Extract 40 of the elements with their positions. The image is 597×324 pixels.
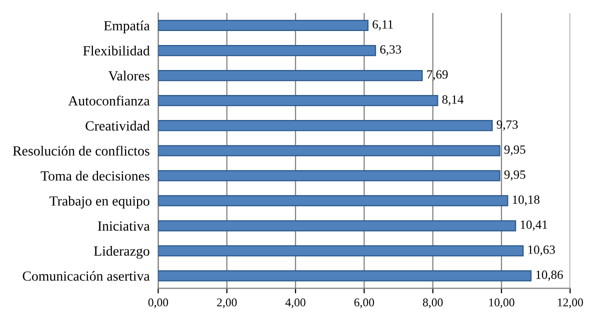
y-tick-label: Toma de decisiones — [40, 170, 150, 181]
data-label: 6,11 — [372, 20, 393, 30]
data-label: 10,63 — [528, 246, 555, 256]
y-tick-label: Resolución de conflictos — [12, 146, 150, 156]
y-tick-label: Trabajo en equipo — [50, 196, 150, 209]
bar — [158, 245, 524, 256]
y-tick-label: Creatividad — [86, 120, 150, 131]
y-tick-label: Valores — [108, 70, 150, 81]
x-tick-label: 12,00 — [558, 298, 583, 308]
y-tick-label: Comunicación asertiva — [22, 271, 150, 281]
x-tick-label: 6,00 — [354, 298, 374, 308]
data-label: 9,95 — [504, 145, 526, 156]
bar — [158, 195, 508, 206]
bar — [158, 95, 438, 106]
x-tick-label: 10,00 — [489, 298, 514, 308]
bar — [158, 44, 376, 56]
x-tick-label: 2,00 — [217, 298, 237, 308]
y-tick-label: Empatía — [104, 20, 150, 34]
data-label: 10,41 — [520, 220, 548, 231]
bar — [158, 270, 532, 282]
data-label: 10,86 — [536, 270, 563, 281]
bar — [158, 120, 493, 132]
bar — [158, 170, 500, 182]
x-tick-label: 4,00 — [285, 298, 306, 308]
y-tick-label: Autoconfianza — [68, 96, 150, 106]
data-label: 9,73 — [496, 120, 518, 131]
bar — [158, 20, 368, 32]
data-label: 6,33 — [380, 45, 402, 56]
y-tick-label: Flexibilidad — [83, 46, 150, 56]
data-label: 7,69 — [427, 70, 448, 80]
bar — [158, 70, 423, 82]
y-tick-label: Iniciativa — [98, 221, 150, 231]
x-tick-label: 8,00 — [422, 298, 443, 308]
data-label: 10,18 — [512, 195, 540, 206]
y-tick-label: Liderazgo — [94, 246, 150, 259]
bar — [158, 145, 500, 156]
data-label: 9,95 — [504, 170, 526, 181]
bar — [158, 220, 516, 232]
x-tick-label: 0,00 — [148, 298, 168, 308]
data-label: 8,14 — [442, 95, 464, 106]
